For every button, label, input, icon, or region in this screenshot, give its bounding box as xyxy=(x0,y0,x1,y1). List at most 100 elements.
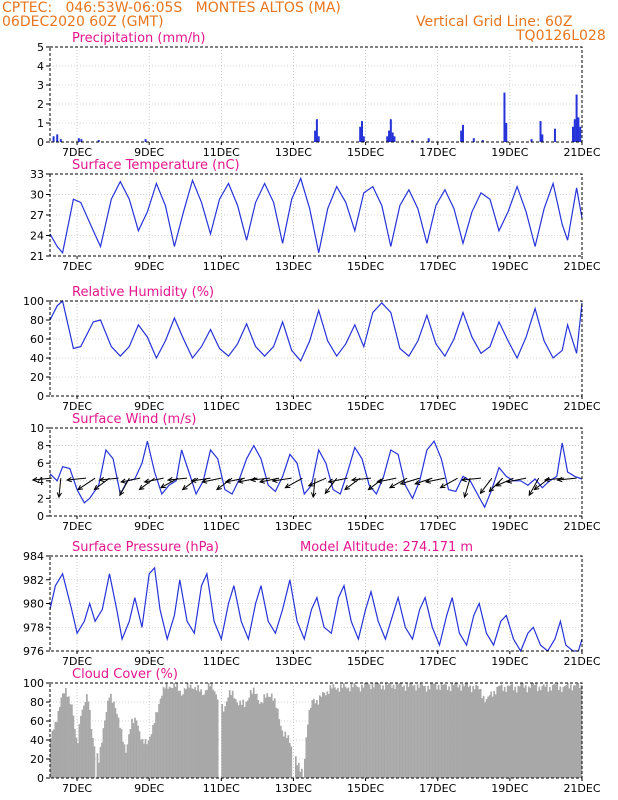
cloud-bar xyxy=(192,689,195,778)
cloud-bar xyxy=(132,723,135,778)
wind-arrow-head xyxy=(224,478,231,484)
cloud-bar xyxy=(210,683,213,778)
y-tick-label: 4 xyxy=(37,60,44,73)
cloud-bar xyxy=(461,683,464,778)
cloud-bar xyxy=(551,685,554,778)
cloud-bar xyxy=(566,683,569,778)
wind-arrow xyxy=(464,478,471,498)
cloud-bar xyxy=(156,712,159,778)
cloud-bar xyxy=(340,684,342,778)
cloud-bar xyxy=(394,688,396,778)
cloud-bar xyxy=(482,695,485,778)
x-tick-label: 7DEC xyxy=(62,260,92,273)
x-tick-label: 15DEC xyxy=(347,655,384,668)
cloud-bar xyxy=(475,684,478,778)
cloud-bar xyxy=(101,742,103,778)
cloud-bar xyxy=(343,683,345,778)
cloud-bar xyxy=(93,746,96,778)
cloud-bar xyxy=(439,689,441,778)
cloud-bar xyxy=(261,703,264,778)
cloud-bar xyxy=(332,684,335,778)
y-tick-label: 60 xyxy=(30,715,44,728)
cloud-bar xyxy=(442,684,444,778)
cloud-bar xyxy=(179,690,181,778)
cloud-bar xyxy=(521,683,524,778)
cloud-bar xyxy=(113,701,115,778)
cloud-bar xyxy=(87,701,90,778)
x-tick-label: 17DEC xyxy=(419,655,456,668)
cloud-bar xyxy=(161,695,163,778)
cloud-bar xyxy=(527,686,530,778)
y-tick-label: 27 xyxy=(30,209,44,222)
cloud-bar xyxy=(433,683,435,778)
x-tick-label: 17DEC xyxy=(419,782,456,795)
cloud-bar xyxy=(364,683,366,778)
cloud-bar xyxy=(90,729,93,778)
cloud-bar xyxy=(487,696,490,778)
x-tick-label: 7DEC xyxy=(62,655,92,668)
x-tick-label: 19DEC xyxy=(491,146,528,159)
cloud-bar xyxy=(189,684,192,778)
cloud-bar xyxy=(464,683,467,778)
precip-bar xyxy=(80,139,83,142)
cloud-bar xyxy=(209,686,212,778)
cloud-bar xyxy=(359,691,362,778)
cloud-bar xyxy=(427,685,429,778)
precip-bar xyxy=(388,130,391,142)
cloud-bar xyxy=(53,729,55,778)
wind-arrow xyxy=(557,477,577,481)
cloud-bar xyxy=(509,684,512,778)
cloud-bar xyxy=(397,684,399,778)
wind-arrow xyxy=(440,477,458,489)
x-tick-label: 11DEC xyxy=(203,782,240,795)
cloud-bar xyxy=(421,684,423,778)
cloud-bar xyxy=(484,702,487,778)
cloud-bar xyxy=(74,728,76,778)
x-tick-label: 19DEC xyxy=(491,782,528,795)
precip-bar xyxy=(389,119,392,142)
x-tick-label: 21DEC xyxy=(563,400,600,413)
cloud-bar xyxy=(185,689,187,778)
x-tick-label: 9DEC xyxy=(134,260,164,273)
cloud-bar xyxy=(119,727,121,778)
x-tick-label: 11DEC xyxy=(203,146,240,159)
cloud-bar xyxy=(401,686,404,778)
cloud-bar xyxy=(520,683,523,778)
cloud-bar xyxy=(361,684,363,778)
precip-bar xyxy=(52,136,55,142)
wind-arrow-head xyxy=(324,488,331,495)
cloud-bar xyxy=(569,684,572,778)
cloud-cover-panel: Cloud Cover (%) 0 20 40 60 80 100 7DEC 9DEC 11DEC… xyxy=(23,667,601,795)
cloud-bar xyxy=(131,718,133,778)
cloud-bar xyxy=(108,697,111,778)
wind-arrow-head xyxy=(181,484,188,491)
cloud-bar xyxy=(140,739,142,778)
x-tick-label: 11DEC xyxy=(203,400,240,413)
cloud-bar xyxy=(449,691,452,778)
wind-arrow-head xyxy=(119,490,125,497)
cloud-bar xyxy=(146,744,148,778)
x-tick-label: 19DEC xyxy=(491,260,528,273)
cloud-bar xyxy=(460,690,462,778)
cloud-bar xyxy=(410,683,413,778)
cloud-bar xyxy=(170,687,172,778)
plot-frame xyxy=(49,555,583,652)
cloud-bar xyxy=(403,685,405,778)
wind-arrow xyxy=(506,477,527,483)
cloud-bar xyxy=(463,686,465,778)
wind-arrow-head xyxy=(166,477,173,483)
cloud-bar xyxy=(162,687,165,778)
cloud-bar xyxy=(300,768,303,778)
cloud-bar xyxy=(539,689,542,778)
wind-arrow-head xyxy=(528,490,534,497)
cloud-bar xyxy=(499,685,502,778)
wind-arrow xyxy=(368,477,384,490)
cloud-bar xyxy=(374,683,377,778)
cloud-bar xyxy=(288,743,291,778)
cloud-bar xyxy=(556,683,559,778)
precip-bar xyxy=(56,134,59,142)
cloud-bar xyxy=(331,688,333,778)
wind-arrow-head xyxy=(414,480,421,485)
cloud-bar xyxy=(500,684,503,778)
cloud-bar xyxy=(341,687,344,778)
